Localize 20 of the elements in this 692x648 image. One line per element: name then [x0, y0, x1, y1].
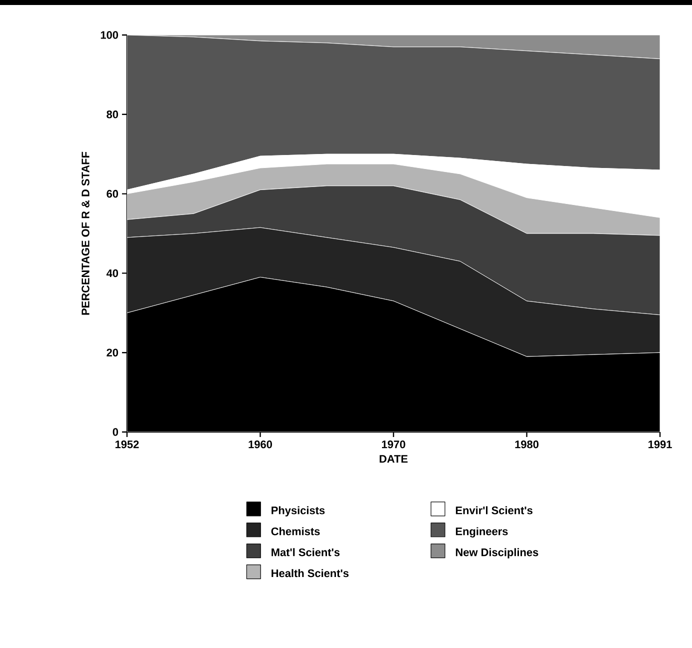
legend-label: Physicists [272, 506, 325, 516]
x-tick-label: 1991 [648, 440, 672, 448]
legend-label: Health Scient's [272, 569, 349, 578]
y-tick-label: 0 [112, 428, 118, 436]
legend-label: Chemists [271, 527, 320, 536]
x-tick-label: 1970 [382, 440, 406, 448]
y-tick-label: 100 [100, 31, 118, 39]
y-tick-label: 20 [106, 348, 118, 356]
legend-label: Envir'l Scient's [456, 506, 532, 514]
y-tick-label: 40 [106, 269, 118, 278]
x-axis-title: DATE [380, 455, 408, 463]
x-tick-label: 1980 [515, 440, 538, 448]
legend-label: New Disciplines [456, 548, 538, 558]
x-tick-label: 1960 [248, 440, 272, 448]
y-tick-label: 80 [106, 110, 118, 118]
y-axis-title: PERCENTAGE OF R & D STAFF [82, 152, 90, 315]
legend-label: Mat'l Scient's [272, 548, 340, 556]
x-tick-label: 1952 [116, 440, 139, 448]
legend-label: Engineers [456, 527, 508, 538]
y-tick-label: 60 [106, 190, 118, 198]
